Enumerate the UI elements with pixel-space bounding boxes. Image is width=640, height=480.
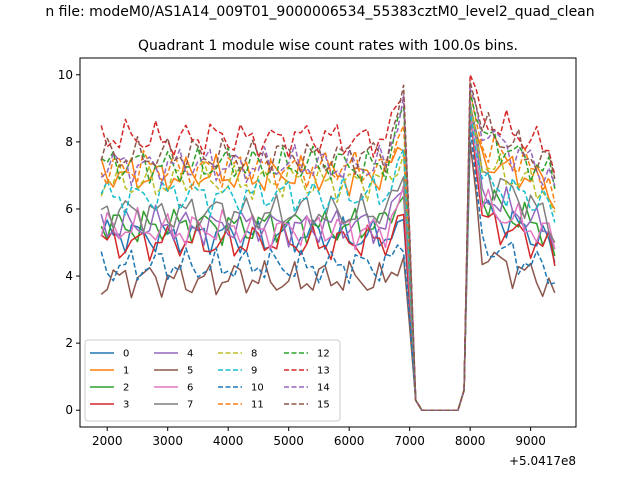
x-tick-label: 3000 — [152, 434, 183, 448]
legend-frame — [84, 339, 341, 422]
legend-label-2: 2 — [123, 383, 129, 394]
x-tick-label: 7000 — [394, 434, 425, 448]
y-tick-label: 6 — [65, 202, 73, 216]
legend-label-8: 8 — [251, 349, 257, 360]
y-tick-label: 4 — [65, 269, 73, 283]
y-tick-label: 2 — [65, 336, 73, 350]
figure-suptitle: n file: modeM0/AS1A14_009T01_9000006534_… — [45, 4, 595, 20]
legend-label-5: 5 — [187, 366, 193, 377]
legend-label-0: 0 — [123, 349, 129, 360]
legend-label-10: 10 — [251, 383, 264, 394]
series-line-12 — [100, 90, 556, 411]
legend-label-11: 11 — [251, 400, 264, 411]
x-tick-label: 5000 — [273, 434, 304, 448]
chart-title: Quadrant 1 module wise count rates with … — [138, 38, 518, 54]
x-tick-label: 2000 — [92, 434, 123, 448]
series-line-10 — [100, 124, 556, 411]
legend-label-3: 3 — [123, 400, 129, 411]
series-line-15 — [100, 80, 556, 411]
series-line-14 — [100, 87, 556, 411]
legend-label-15: 15 — [317, 400, 330, 411]
series-layer — [100, 74, 556, 411]
y-tick-label: 0 — [65, 403, 73, 417]
y-tick-label: 10 — [58, 68, 73, 82]
x-tick-label: 4000 — [213, 434, 244, 448]
legend-label-7: 7 — [187, 400, 193, 411]
x-tick-label: 9000 — [515, 434, 546, 448]
legend-label-14: 14 — [317, 383, 330, 394]
series-line-11 — [100, 90, 556, 411]
legend-label-12: 12 — [317, 349, 330, 360]
x-tick-label: 8000 — [455, 434, 486, 448]
series-line-6 — [100, 107, 556, 411]
y-tick-label: 8 — [65, 135, 73, 149]
series-line-7 — [100, 104, 556, 411]
x-tick-label: 6000 — [334, 434, 365, 448]
legend-label-1: 1 — [123, 366, 129, 377]
x-offset-label: +5.0417e8 — [509, 454, 576, 468]
series-line-5 — [100, 141, 556, 411]
legend-label-4: 4 — [187, 349, 193, 360]
series-line-8 — [100, 104, 556, 411]
series-line-13 — [100, 74, 556, 411]
legend-label-6: 6 — [187, 383, 193, 394]
legend-label-9: 9 — [251, 366, 257, 377]
plot-frame — [79, 57, 577, 428]
series-line-3 — [100, 107, 556, 411]
series-line-9 — [100, 107, 556, 411]
legend-label-13: 13 — [317, 366, 330, 377]
